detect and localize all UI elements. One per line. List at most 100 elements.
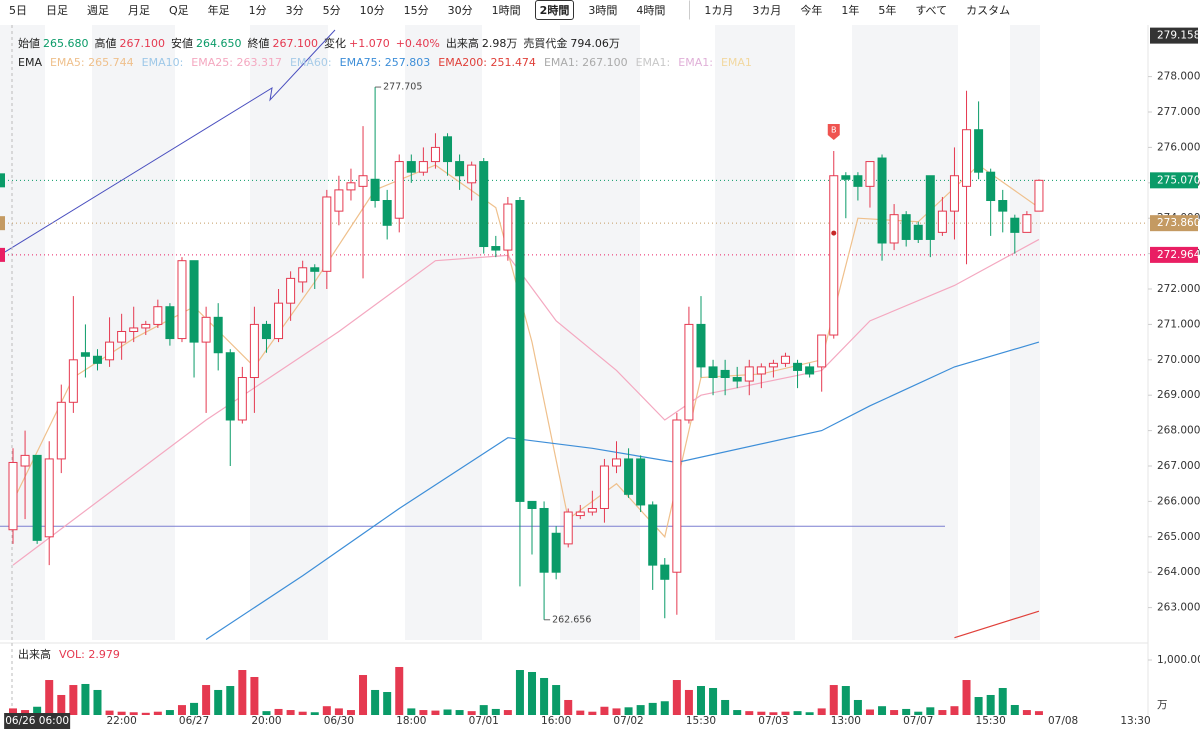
candle-body	[648, 504, 658, 566]
candle-body	[237, 377, 247, 421]
period-button[interactable]: 15分	[403, 4, 429, 17]
candle-body	[177, 260, 187, 340]
period-button[interactable]: 1分	[248, 4, 267, 17]
info-label: 変化	[324, 37, 346, 50]
volume-bar	[564, 699, 573, 715]
candle-body	[780, 355, 790, 364]
price-tag: 272.964	[1157, 249, 1200, 261]
candle-body	[587, 507, 597, 513]
period-button[interactable]: 2時間	[534, 0, 575, 20]
volume-bar	[914, 711, 923, 715]
candle-body	[696, 323, 706, 368]
period-button[interactable]: 1カ月	[689, 0, 738, 20]
candle-body	[8, 461, 18, 531]
price-tag: 275.070	[1157, 174, 1200, 186]
candle-body	[877, 157, 887, 244]
period-button[interactable]: カスタム	[966, 4, 1011, 17]
ohlc-info: 始値 265.680 高値 267.100 安値 264.650 終値 267.100 変化 +1…	[18, 35, 626, 51]
candle-body	[165, 306, 175, 340]
candle-body	[853, 175, 863, 187]
volume-bar	[479, 705, 488, 715]
session-band	[1010, 25, 1040, 640]
candle-body	[962, 129, 972, 187]
candle-body	[430, 146, 440, 163]
period-button[interactable]: 5分	[322, 4, 341, 17]
info-value: +1.070	[349, 36, 390, 50]
x-tick-label: 18:00	[396, 715, 426, 727]
volume-bar	[226, 686, 235, 715]
candle-body	[225, 352, 235, 421]
period-button[interactable]: 3時間	[588, 4, 618, 17]
volume-label: VOL: 2.979	[59, 647, 120, 661]
candle-body	[636, 458, 646, 506]
volume-bar	[202, 685, 211, 715]
period-button[interactable]: 1時間	[491, 4, 521, 17]
period-button[interactable]: 週足	[87, 4, 109, 17]
y-tick-label: 269.000	[1157, 389, 1200, 401]
ema-legend-entry: EMA1: 267.100	[543, 56, 628, 69]
candle-body	[672, 419, 682, 573]
volume-bar	[105, 710, 114, 715]
volume-bar	[865, 709, 874, 715]
candle-body	[986, 171, 996, 202]
period-button[interactable]: 年足	[207, 4, 230, 17]
period-button[interactable]: Q足	[169, 4, 189, 17]
candle-body	[612, 458, 621, 467]
volume-bar	[515, 670, 524, 715]
y-tick-label: 264.000	[1157, 566, 1200, 578]
period-button[interactable]: 3カ月	[752, 4, 782, 17]
info-value: 267.100	[272, 36, 319, 50]
period-button[interactable]: 日足	[46, 4, 68, 17]
period-button[interactable]: 今年	[800, 4, 823, 17]
ema-legend-entry: EMA1	[720, 56, 752, 69]
candle-body	[660, 564, 670, 580]
volume-header: 出来高 VOL: 2.979	[18, 646, 120, 662]
period-button[interactable]: 5年	[878, 4, 897, 17]
period-button[interactable]: 月足	[128, 4, 150, 17]
volume-bar	[455, 710, 464, 715]
candle-body	[455, 161, 465, 177]
session-band	[852, 25, 958, 640]
candle-body	[998, 200, 1008, 212]
volume-bar	[177, 705, 186, 715]
left-tag	[0, 216, 5, 231]
session-band	[0, 25, 45, 640]
volume-bar	[419, 710, 428, 715]
candle-body	[817, 334, 827, 368]
candle-body	[901, 214, 911, 240]
volume-bar	[45, 680, 54, 715]
period-button[interactable]: 4時間	[636, 4, 666, 17]
period-button[interactable]: 10分	[359, 4, 385, 17]
ema-line	[12, 164, 1040, 539]
info-value: 2.98万	[481, 37, 518, 50]
period-button[interactable]: すべて	[915, 4, 948, 17]
y-tick-label: 265.000	[1157, 531, 1200, 543]
candle-body	[527, 500, 537, 509]
volume-bar	[491, 708, 500, 715]
left-tag	[0, 173, 5, 188]
candle-body	[744, 366, 754, 382]
volume-bar	[974, 697, 983, 715]
volume-bar	[310, 712, 319, 715]
period-button[interactable]: 1年	[841, 4, 860, 17]
session-band	[560, 25, 640, 640]
volume-bar	[696, 686, 705, 715]
info-label: 始値	[18, 37, 40, 50]
period-button[interactable]: 5日	[9, 4, 27, 17]
candle-body	[624, 458, 634, 495]
candle-body	[575, 511, 585, 517]
period-button[interactable]: 3分	[285, 4, 304, 17]
x-tick-label: 07/08	[1048, 715, 1078, 727]
y-tick-label: 277.000	[1157, 106, 1200, 118]
ema-legend-entry: EMA1:	[678, 56, 713, 69]
signal-marker	[827, 123, 840, 140]
volume-bar	[636, 705, 645, 715]
period-button[interactable]: 30分	[447, 4, 473, 17]
x-tick-label: 06/26 06:00	[5, 715, 69, 727]
volume-bar	[298, 711, 307, 715]
signal-dot	[831, 230, 837, 236]
x-tick-label: 22:00	[106, 715, 136, 727]
volume-bar	[443, 709, 452, 715]
candle-body	[68, 359, 78, 403]
